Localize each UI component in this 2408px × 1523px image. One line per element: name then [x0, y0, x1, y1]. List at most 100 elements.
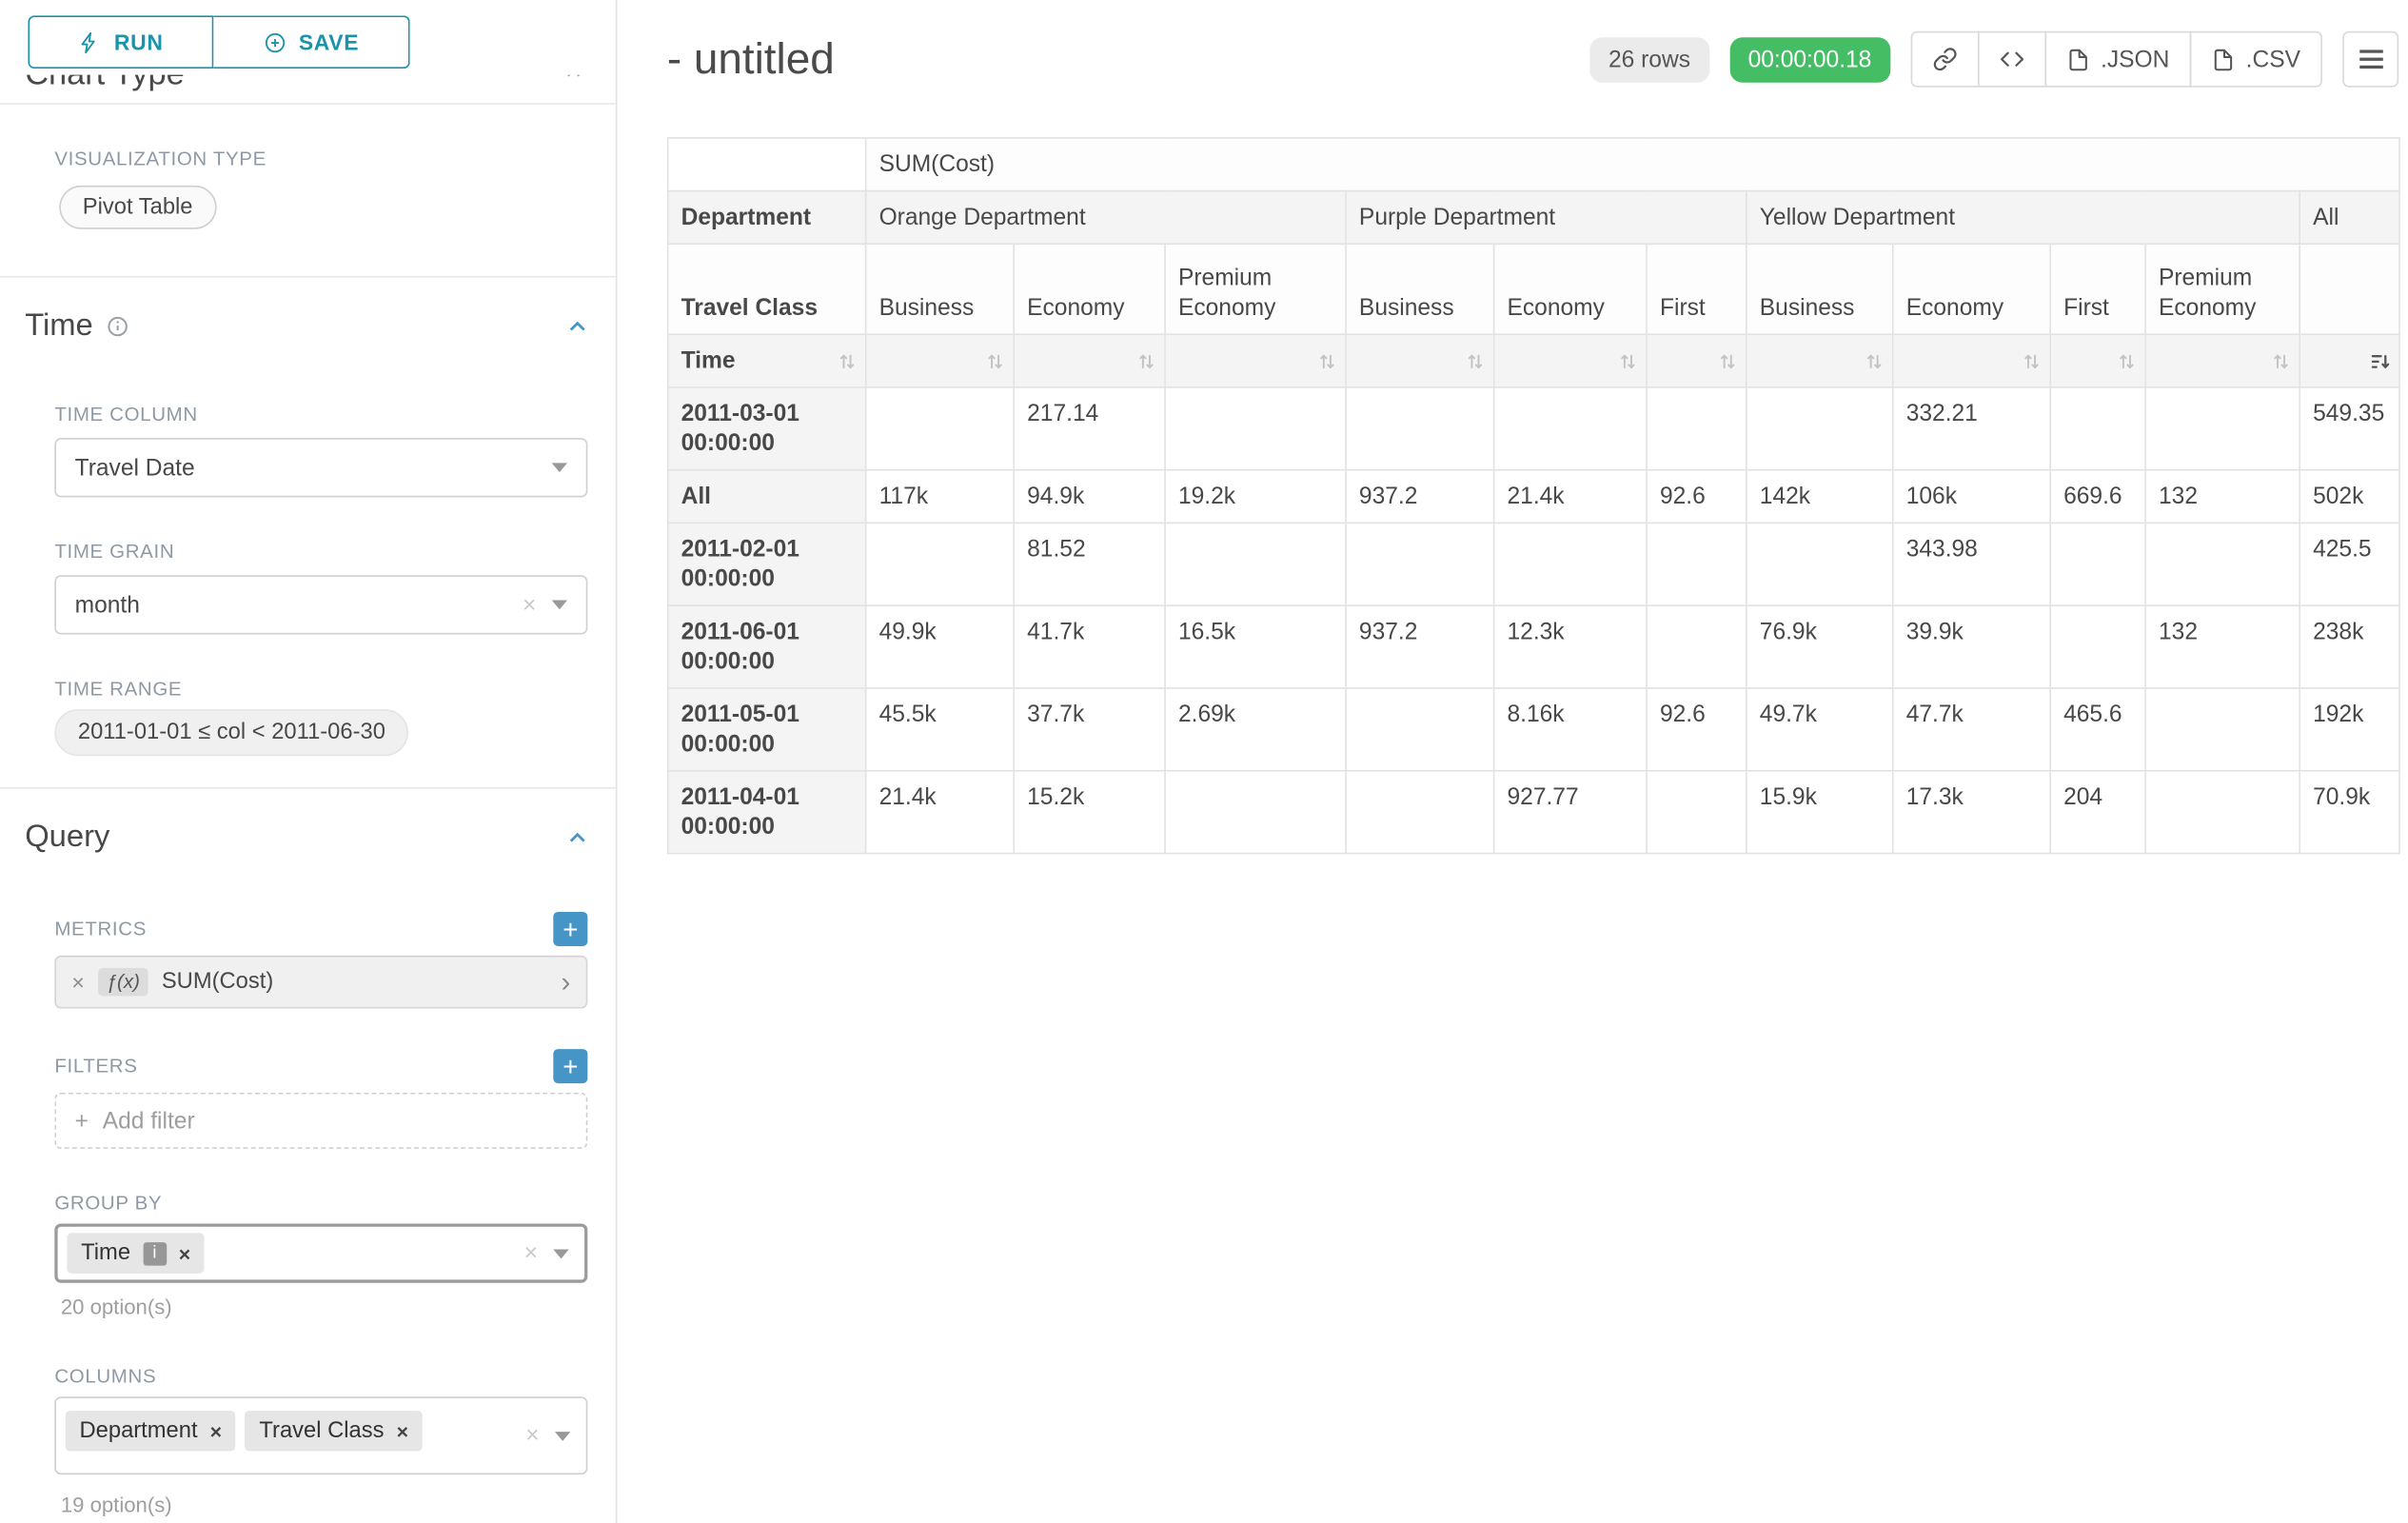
code-icon: [2000, 47, 2024, 71]
pivot-data-row: 2011-06-01 00:00:0049.9k41.7k16.5k937.21…: [668, 605, 2399, 688]
column-sort-header[interactable]: [2050, 334, 2145, 387]
all-column-header: All: [2299, 191, 2399, 245]
time-grain-select[interactable]: month ×: [54, 575, 587, 634]
clear-icon[interactable]: ×: [523, 591, 536, 618]
pivot-value-cell: [1747, 523, 1893, 605]
remove-metric-icon[interactable]: ×: [71, 970, 84, 995]
export-json-button[interactable]: .JSON: [2044, 31, 2191, 88]
chevron-right-icon[interactable]: ›: [562, 965, 571, 998]
column-sort-header[interactable]: [1165, 334, 1346, 387]
pivot-value-cell: 217.14: [1014, 387, 1165, 470]
column-sort-header[interactable]: [1647, 334, 1747, 387]
add-filter-dropzone[interactable]: + Add filter: [54, 1093, 587, 1149]
group-by-select[interactable]: Time i × ×: [54, 1223, 587, 1282]
column-sort-header[interactable]: [1893, 334, 2050, 387]
file-icon: [2066, 48, 2090, 71]
share-link-button[interactable]: [1910, 31, 1979, 88]
sort-icon[interactable]: [2022, 350, 2042, 370]
pivot-value-cell: 92.6: [1647, 688, 1747, 771]
pivot-value-cell: [2145, 387, 2299, 470]
pivot-row-label: 2011-06-01 00:00:00: [668, 605, 866, 688]
query-timer-badge: 00:00:00.18: [1729, 36, 1890, 81]
add-metric-button[interactable]: +: [553, 912, 587, 946]
sort-icon[interactable]: [2271, 350, 2291, 370]
clear-all-icon[interactable]: ×: [525, 1422, 539, 1449]
pivot-value-cell: 70.9k: [2299, 771, 2399, 854]
column-sort-header[interactable]: [1747, 334, 1893, 387]
pivot-data-row: 2011-04-01 00:00:0021.4k15.2k927.7715.9k…: [668, 771, 2399, 854]
remove-chip-icon[interactable]: ×: [210, 1419, 222, 1443]
sort-icon[interactable]: [1317, 350, 1337, 370]
pivot-value-cell: [866, 387, 1015, 470]
travel-class-header: Economy: [1494, 244, 1647, 334]
collapse-time-chevron-icon[interactable]: [564, 313, 591, 340]
export-csv-button[interactable]: .CSV: [2190, 31, 2322, 88]
group-by-label: GROUP BY: [54, 1193, 587, 1215]
travel-class-header: Economy: [1893, 244, 2050, 334]
time-axis-sort-header[interactable]: Time: [668, 334, 866, 387]
column-sort-header[interactable]: [866, 334, 1015, 387]
columns-chip-travel-class[interactable]: Travel Class ×: [246, 1411, 423, 1452]
visualization-type-label: VISUALIZATION TYPE: [54, 148, 587, 170]
time-range-chip[interactable]: 2011-01-01 ≤ col < 2011-06-30: [54, 709, 408, 756]
sort-icon[interactable]: [1864, 350, 1884, 370]
column-sort-header[interactable]: [2299, 334, 2399, 387]
metric-item[interactable]: × ƒ(x) SUM(Cost) ›: [54, 956, 587, 1009]
clear-all-icon[interactable]: ×: [524, 1240, 538, 1267]
caret-down-icon[interactable]: [553, 1249, 568, 1258]
pivot-value-cell: [1165, 523, 1346, 605]
group-by-chip-time[interactable]: Time i ×: [67, 1233, 205, 1274]
column-sort-header[interactable]: [1494, 334, 1647, 387]
chevron-up-icon[interactable]: [563, 75, 584, 92]
pivot-value-cell: 106k: [1893, 470, 2050, 524]
sort-icon[interactable]: [1136, 350, 1156, 370]
columns-select[interactable]: Department × Travel Class × ×: [54, 1396, 587, 1474]
metric-name: SUM(Cost): [162, 970, 273, 995]
column-sort-header[interactable]: [1014, 334, 1165, 387]
viz-type-chip[interactable]: Pivot Table: [59, 186, 216, 229]
time-column-value: Travel Date: [75, 454, 552, 481]
time-column-select[interactable]: Travel Date: [54, 438, 587, 497]
chart-title[interactable]: - untitled: [667, 34, 835, 84]
sort-icon[interactable]: [1618, 350, 1638, 370]
pivot-value-cell: 12.3k: [1494, 605, 1647, 688]
pivot-value-cell: [866, 523, 1015, 605]
pivot-value-cell: 238k: [2299, 605, 2399, 688]
view-query-button[interactable]: [1978, 31, 2046, 88]
travel-class-header: Premium Economy: [2145, 244, 2299, 334]
department-group-header: Orange Department: [866, 191, 1346, 245]
pivot-table: SUM(Cost)DepartmentOrange DepartmentPurp…: [667, 137, 2400, 854]
sort-icon[interactable]: [1465, 350, 1485, 370]
export-button-group: .JSON .CSV: [1910, 31, 2322, 88]
remove-chip-icon[interactable]: ×: [179, 1241, 190, 1265]
pivot-value-cell: 549.35: [2299, 387, 2399, 470]
sort-icon[interactable]: [2117, 350, 2137, 370]
caret-down-icon[interactable]: [555, 1431, 570, 1440]
columns-chip-department[interactable]: Department ×: [66, 1411, 236, 1452]
chart-area: - untitled 26 rows 00:00:00.18: [617, 0, 2408, 1523]
control-panel: RUN SAVE Chart Type VISUALIZATION TYPE P…: [0, 0, 617, 1523]
time-grain-value: month: [75, 591, 523, 618]
query-section-title: Query: [25, 820, 109, 856]
sort-desc-icon[interactable]: [2369, 350, 2391, 372]
viz-type-row: Pivot Table: [0, 186, 616, 229]
column-sort-header[interactable]: [1346, 334, 1494, 387]
sort-icon[interactable]: [985, 350, 1005, 370]
pivot-value-cell: 94.9k: [1014, 470, 1165, 524]
run-button[interactable]: RUN: [28, 15, 213, 69]
pivot-value-cell: [2145, 688, 2299, 771]
sort-icon[interactable]: [1718, 350, 1738, 370]
collapse-query-chevron-icon[interactable]: [564, 824, 591, 851]
add-filter-button[interactable]: +: [553, 1049, 587, 1083]
pivot-value-cell: 49.7k: [1747, 688, 1893, 771]
pivot-value-cell: [2050, 605, 2145, 688]
column-sort-header[interactable]: [2145, 334, 2299, 387]
pivot-value-cell: [1647, 605, 1747, 688]
remove-chip-icon[interactable]: ×: [397, 1419, 408, 1443]
sort-icon[interactable]: [837, 350, 857, 370]
pivot-value-cell: [1494, 387, 1647, 470]
save-button[interactable]: SAVE: [213, 15, 409, 69]
pivot-value-cell: 19.2k: [1165, 470, 1346, 524]
pivot-value-cell: [2050, 523, 2145, 605]
menu-button[interactable]: [2342, 31, 2398, 88]
